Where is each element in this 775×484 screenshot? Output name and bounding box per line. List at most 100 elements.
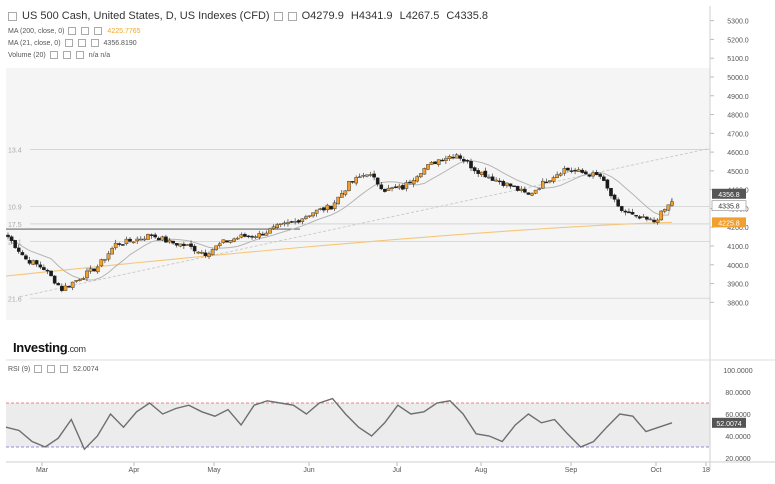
- candle-body: [415, 176, 419, 182]
- candle-body: [426, 164, 430, 170]
- candle-body: [235, 237, 240, 240]
- ma200-legend: MA (200, close, 0) 4225.7765: [8, 27, 141, 35]
- y-tick-label: 5300.0: [727, 19, 749, 26]
- candle-body: [591, 172, 595, 177]
- candle-body: [217, 243, 222, 246]
- candle-body: [512, 185, 516, 187]
- candle-body: [418, 173, 423, 178]
- volume-legend: Volume (20) n/a n/a: [8, 51, 110, 59]
- candle-body: [192, 245, 197, 252]
- candle-body: [246, 235, 251, 238]
- candle-body: [293, 221, 297, 223]
- candle-body: [576, 169, 581, 172]
- chart-title: US 500 Cash, United States, D, US Indexe…: [22, 10, 270, 22]
- eye-icon[interactable]: [81, 27, 90, 35]
- eye-icon[interactable]: [77, 39, 86, 47]
- trend-line: [19, 147, 711, 298]
- candle-body: [261, 233, 265, 236]
- candle-body: [174, 243, 179, 246]
- candle-body: [24, 255, 28, 260]
- candle-body: [523, 188, 527, 193]
- settings-icon[interactable]: [68, 27, 77, 35]
- eye-icon[interactable]: [287, 11, 297, 21]
- candle-body: [508, 183, 513, 187]
- candle-body: [386, 187, 391, 191]
- candle-body: [537, 188, 541, 190]
- close-icon[interactable]: [60, 365, 69, 373]
- candle-body: [95, 266, 100, 273]
- candle-body: [472, 167, 477, 172]
- candle-body: [286, 222, 290, 225]
- candle-body: [458, 155, 463, 159]
- settings-icon[interactable]: [64, 39, 73, 47]
- candle-body: [16, 247, 21, 252]
- candle-body: [609, 187, 613, 197]
- y-tick-label: 4200.0: [727, 225, 749, 232]
- time-axis: Mar Apr May Jun Jul Aug Sep Oct 18: [36, 462, 710, 474]
- candle-body: [558, 173, 563, 176]
- collapse-icon[interactable]: [8, 11, 17, 21]
- candle-body: [156, 237, 161, 241]
- price-label-bg: [712, 188, 746, 199]
- candle-body: [142, 238, 147, 241]
- candle-body: [623, 210, 628, 213]
- settings-icon[interactable]: [273, 11, 283, 21]
- candle-body: [462, 158, 466, 162]
- candle-body: [544, 181, 549, 184]
- candle-body: [103, 259, 107, 261]
- candle-body: [332, 202, 337, 209]
- candle-body: [497, 180, 502, 183]
- candle-body: [278, 223, 283, 225]
- ma21-label: MA (21, close, 0): [8, 39, 61, 47]
- candle-body: [555, 174, 559, 178]
- price-label-bg: [711, 200, 747, 212]
- candle-body: [476, 170, 480, 174]
- candle-body: [469, 160, 473, 169]
- ma21-value: 4356.8190: [103, 39, 137, 47]
- ma200-label: MA (200, close, 0): [8, 27, 65, 35]
- candle-body: [383, 189, 387, 192]
- candle-body: [540, 180, 545, 189]
- candle-body: [282, 222, 287, 225]
- candle-body: [440, 159, 445, 162]
- candle-body: [548, 180, 552, 183]
- candle-body: [390, 187, 394, 189]
- settings-icon[interactable]: [49, 51, 58, 59]
- candle-body: [451, 156, 455, 159]
- candle-body: [31, 260, 35, 265]
- close-icon[interactable]: [90, 39, 99, 47]
- close-icon[interactable]: [75, 51, 84, 59]
- candle-body: [648, 218, 653, 221]
- candle-body: [189, 243, 193, 247]
- ma21-line: [7, 160, 673, 281]
- settings-icon[interactable]: [34, 365, 43, 373]
- eye-icon[interactable]: [62, 51, 71, 59]
- candle-body: [515, 185, 520, 191]
- candle-body: [411, 180, 416, 185]
- horizontal-levels: 13.410.917.524.121.6: [6, 144, 710, 304]
- close-icon[interactable]: [94, 27, 103, 35]
- candle-body: [397, 185, 402, 189]
- rsi-band: [6, 403, 710, 447]
- candle-body: [343, 190, 348, 195]
- y-tick-label: 4600.0: [727, 150, 749, 157]
- chart-title-row: US 500 Cash, United States, D, US Indexe…: [8, 10, 492, 22]
- candle-body: [602, 176, 606, 181]
- eye-icon[interactable]: [47, 365, 56, 373]
- ohlc-values: O4279.9 H4341.9 L4267.5 C4335.8: [301, 10, 489, 22]
- candle-body: [314, 209, 319, 214]
- candle-body: [85, 270, 89, 279]
- rsi-tick-label: 100.0000: [723, 368, 752, 375]
- y-tick-label: 3800.0: [727, 300, 749, 307]
- rsi-tick-label: 80.0000: [725, 390, 750, 397]
- candle-body: [221, 239, 226, 243]
- candle-body: [357, 176, 362, 178]
- candle-body: [200, 252, 204, 254]
- candle-body: [487, 176, 491, 179]
- rsi-tick-label: 40.0000: [725, 434, 750, 441]
- candle-body: [372, 173, 376, 178]
- price-pane: [6, 68, 710, 320]
- candle-body: [652, 219, 656, 223]
- rsi-value: 52.0074: [73, 365, 99, 373]
- candle-body: [422, 168, 427, 175]
